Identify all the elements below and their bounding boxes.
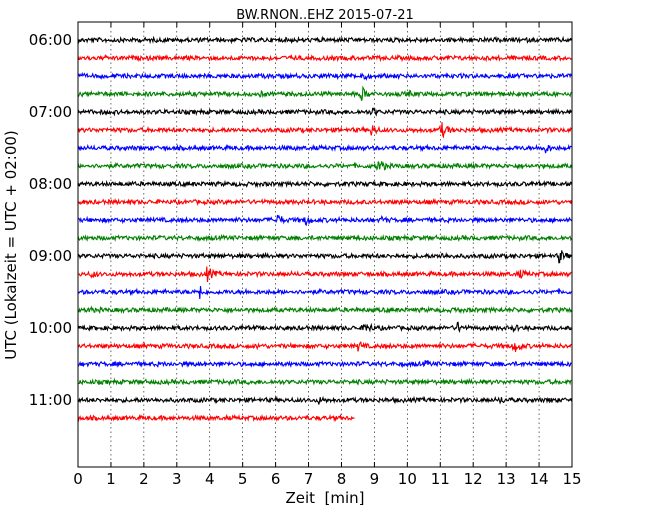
seismogram-trace [77,107,572,117]
x-tick-label: 8 [337,470,347,488]
x-tick-label: 12 [464,470,483,488]
y-tick-label: 09:00 [29,247,72,265]
seismogram-trace [77,377,572,387]
x-axis-ticks: 0 1 2 3 4 5 6 7 8 9 10 11 12 13 14 15 [73,22,582,488]
x-tick-label: 11 [431,470,450,488]
x-tick-label: 3 [172,470,182,488]
seismogram-trace [77,286,572,300]
x-tick-label: 14 [530,470,549,488]
seismogram-trace [77,214,572,227]
y-tick-label: 08:00 [29,175,72,193]
x-tick-label: 1 [106,470,116,488]
seismogram-trace [77,250,572,264]
chart-title: BW.RNON..EHZ 2015-07-21 [236,8,414,23]
y-axis-label: UTC (Lokalzeit = UTC + 02:00) [2,130,20,360]
seismogram-trace [77,53,572,63]
seismogram-trace [77,35,573,45]
x-tick-label: 7 [304,470,314,488]
x-tick-label: 5 [238,470,248,488]
seismogram-trace [77,340,572,352]
seismogram-trace [77,266,572,282]
x-axis-label: Zeit [min] [285,489,364,507]
seismogram-trace [77,233,572,243]
y-tick-label: 10:00 [29,319,72,337]
seismogram-trace [78,197,573,207]
seismogram-trace [77,122,572,139]
y-tick-label: 07:00 [29,103,72,121]
x-tick-label: 9 [370,470,380,488]
x-tick-label: 13 [497,470,516,488]
y-axis-ticks: 06:00 07:00 08:00 09:00 10:00 11:00 [29,31,572,409]
seismogram-trace [77,161,573,171]
x-tick-label: 15 [562,470,581,488]
seismogram-trace [77,305,573,315]
seismogram-traces [77,35,573,423]
seismogram-trace [77,85,572,101]
seismogram-trace [77,143,572,154]
x-tick-label: 4 [205,470,215,488]
x-tick-label: 2 [139,470,149,488]
seismogram-trace [77,413,355,423]
x-tick-label: 10 [398,470,417,488]
seismogram-trace [77,395,573,405]
seismogram-trace [77,71,572,81]
seismogram-trace [77,359,572,369]
y-tick-label: 11:00 [29,391,72,409]
plot-area [78,22,572,467]
x-tick-label: 0 [73,470,83,488]
plot-frame [77,21,573,468]
seismogram-trace [77,321,572,334]
seismogram-trace [77,179,572,189]
x-tick-label: 6 [271,470,281,488]
y-tick-label: 06:00 [29,31,72,49]
